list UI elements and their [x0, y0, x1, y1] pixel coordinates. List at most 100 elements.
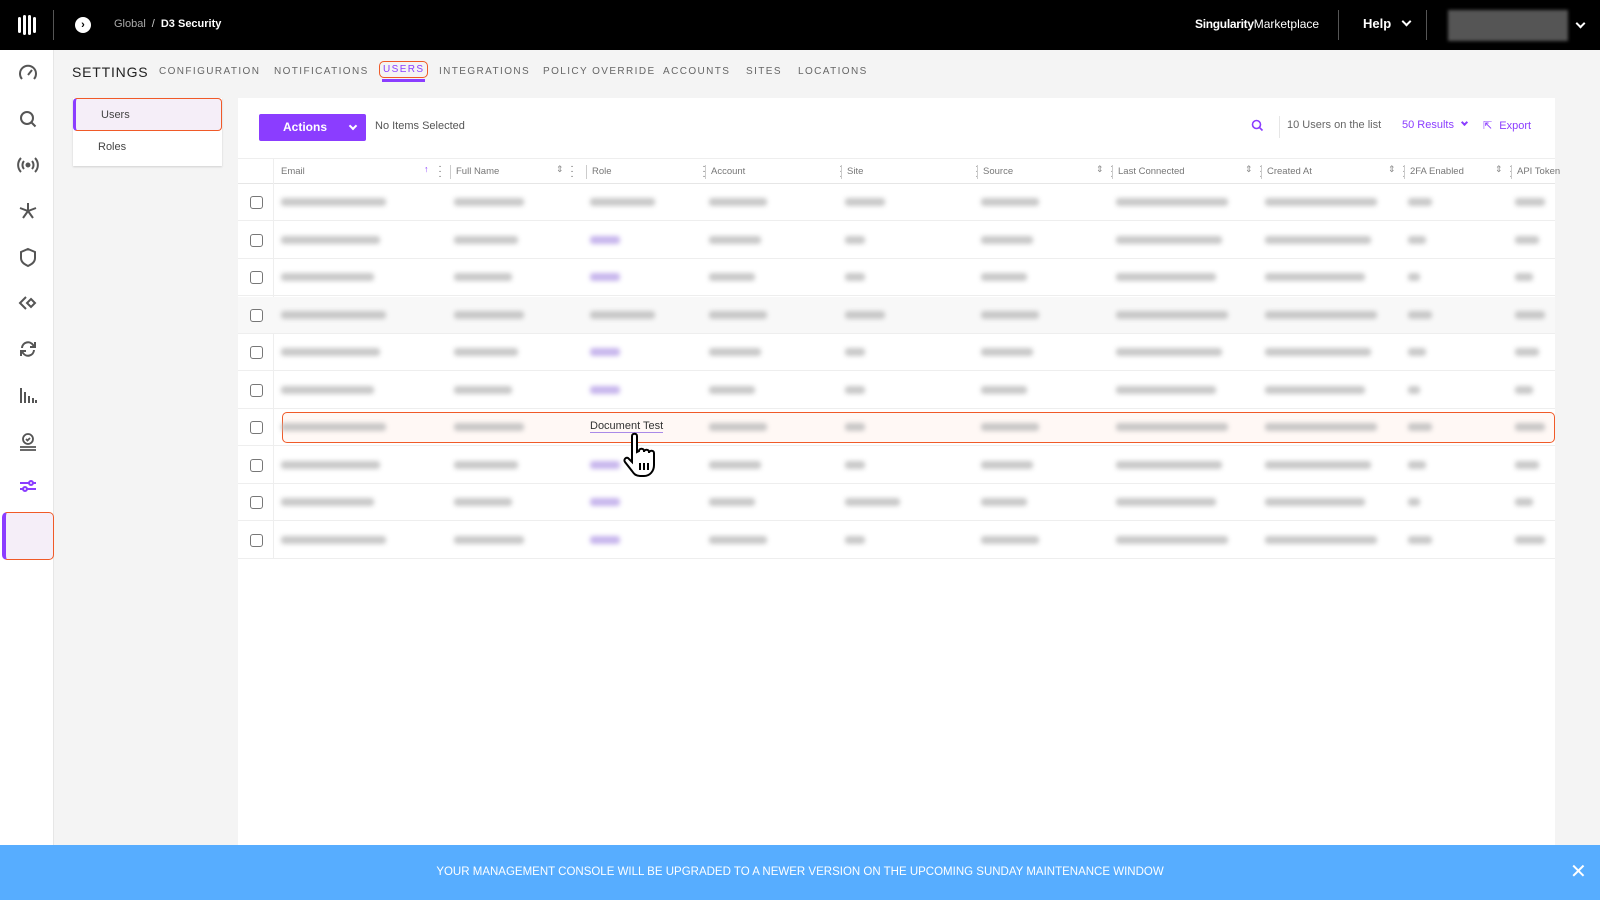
search-icon[interactable]	[17, 108, 39, 130]
column-header-api-token[interactable]: API Token	[1517, 166, 1561, 177]
row-checkbox[interactable]	[250, 233, 263, 247]
shield-icon[interactable]	[17, 246, 39, 268]
column-header-source[interactable]: Source	[983, 166, 1014, 177]
tab-locations[interactable]: LOCATIONS	[798, 66, 868, 77]
row-checkbox[interactable]	[250, 458, 263, 472]
redacted-cell-role[interactable]	[590, 235, 620, 244]
column-header-email[interactable]: Email	[281, 166, 305, 177]
user-menu-redacted[interactable]	[1448, 10, 1568, 41]
redacted-cell-source	[981, 460, 1033, 469]
badge-icon[interactable]	[17, 430, 39, 452]
role-link[interactable]: Document Test	[590, 420, 664, 433]
redacted-cell-role[interactable]	[590, 385, 620, 394]
help-menu[interactable]: Help	[1363, 16, 1412, 31]
column-resize-handle[interactable]	[705, 165, 706, 179]
table-row[interactable]	[238, 372, 1555, 409]
redacted-cell-role[interactable]	[590, 348, 620, 356]
user-menu-chevron[interactable]	[1575, 17, 1586, 35]
tab-configuration[interactable]: CONFIGURATION	[159, 66, 261, 77]
broadcast-icon[interactable]	[17, 154, 39, 176]
sync-icon[interactable]	[17, 338, 39, 360]
table-row[interactable]	[238, 259, 1555, 296]
column-menu-icon[interactable]: ···	[570, 161, 574, 182]
redacted-cell-role[interactable]	[590, 198, 655, 206]
row-checkbox[interactable]	[250, 196, 263, 209]
column-resize-handle[interactable]	[1404, 165, 1405, 179]
row-checkbox[interactable]	[250, 308, 263, 322]
tab-policy-override[interactable]: POLICY OVERRIDE	[543, 66, 656, 77]
column-header-created-at[interactable]: Created At	[1267, 166, 1312, 177]
expand-scope-button[interactable]: ›	[75, 17, 91, 33]
row-checkbox[interactable]	[250, 533, 263, 547]
close-icon[interactable]: ✕	[1570, 861, 1587, 883]
column-menu-icon[interactable]: ···	[438, 161, 442, 182]
column-header-account[interactable]: Account	[711, 166, 746, 177]
redacted-cell-account	[709, 273, 755, 281]
tab-sites[interactable]: SITES	[746, 66, 782, 77]
table-row[interactable]	[238, 447, 1555, 484]
row-checkbox[interactable]	[250, 383, 263, 397]
redacted-cell-role[interactable]	[590, 498, 620, 506]
export-button[interactable]: ⇱ Export	[1483, 119, 1531, 132]
actions-button[interactable]: Actions	[259, 114, 366, 141]
column-resize-handle[interactable]	[1511, 165, 1512, 179]
sort-icon[interactable]: ⇕	[1245, 164, 1253, 174]
column-menu-icon[interactable]: ···	[702, 161, 706, 182]
table-row[interactable]	[238, 222, 1555, 259]
table-row[interactable]: Document Test	[238, 409, 1555, 446]
app-logo[interactable]	[16, 14, 38, 36]
sliders-icon[interactable]	[17, 475, 39, 497]
redacted-cell-source	[981, 198, 1039, 206]
redacted-cell-role[interactable]	[590, 310, 655, 319]
column-header-last-connected[interactable]: Last Connected	[1118, 166, 1185, 177]
column-resize-handle[interactable]	[586, 165, 587, 179]
column-resize-handle[interactable]	[450, 165, 451, 179]
table-row[interactable]	[238, 296, 1555, 334]
sort-icon[interactable]: ⇕	[556, 164, 564, 174]
table-row[interactable]	[238, 334, 1555, 371]
column-resize-handle[interactable]	[977, 165, 978, 179]
row-checkbox[interactable]	[250, 421, 263, 434]
row-checkbox[interactable]	[250, 346, 263, 359]
column-header-full-name[interactable]: Full Name	[456, 166, 500, 177]
table-row[interactable]	[238, 484, 1555, 521]
diamond-tag-icon[interactable]	[17, 292, 39, 314]
redacted-cell-api-token	[1515, 535, 1545, 544]
column-header-role[interactable]: Role	[592, 166, 612, 177]
tab-users[interactable]: USERS	[379, 61, 429, 82]
search-icon[interactable]	[1251, 119, 1264, 137]
redacted-cell-created-at	[1265, 273, 1365, 281]
redacted-cell-role[interactable]	[590, 273, 620, 281]
sort-icon[interactable]: ⇕	[1495, 164, 1503, 174]
redacted-cell-role[interactable]	[590, 460, 620, 469]
table-row[interactable]	[238, 184, 1555, 221]
star-burst-icon[interactable]	[17, 200, 39, 222]
sort-ascending-icon[interactable]: ↑	[424, 164, 429, 174]
singularity-marketplace-link[interactable]: SingularityMarketplace	[1195, 17, 1319, 31]
row-checkbox[interactable]	[250, 271, 263, 284]
column-header-2fa-enabled[interactable]: 2FA Enabled	[1410, 166, 1464, 177]
row-checkbox[interactable]	[250, 496, 263, 509]
breadcrumb-global[interactable]: Global	[114, 18, 146, 30]
column-resize-handle[interactable]	[841, 165, 842, 179]
column-resize-handle[interactable]	[1261, 165, 1262, 179]
results-per-page-select[interactable]: 50 Results	[1402, 118, 1469, 131]
redacted-cell-role[interactable]	[590, 535, 620, 544]
tab-accounts[interactable]: ACCOUNTS	[663, 66, 731, 77]
sort-icon[interactable]: ⇕	[1096, 164, 1104, 174]
table-row[interactable]	[238, 522, 1555, 559]
submenu-item-users[interactable]: Users	[73, 98, 222, 131]
bar-chart-icon[interactable]	[17, 384, 39, 406]
redacted-cell-site	[845, 385, 865, 394]
tab-notifications[interactable]: NOTIFICATIONS	[274, 66, 369, 77]
dashboard-icon[interactable]	[17, 62, 39, 84]
submenu-item-roles[interactable]: Roles	[98, 141, 127, 153]
column-resize-handle[interactable]	[1112, 165, 1113, 179]
redacted-cell-source	[981, 273, 1027, 281]
redacted-cell-api-token	[1515, 310, 1545, 319]
redacted-cell-last-connected	[1116, 198, 1228, 206]
column-header-site[interactable]: Site	[847, 166, 864, 177]
redacted-cell-last-connected	[1116, 535, 1228, 544]
sort-icon[interactable]: ⇕	[1388, 164, 1396, 174]
tab-integrations[interactable]: INTEGRATIONS	[439, 66, 531, 77]
